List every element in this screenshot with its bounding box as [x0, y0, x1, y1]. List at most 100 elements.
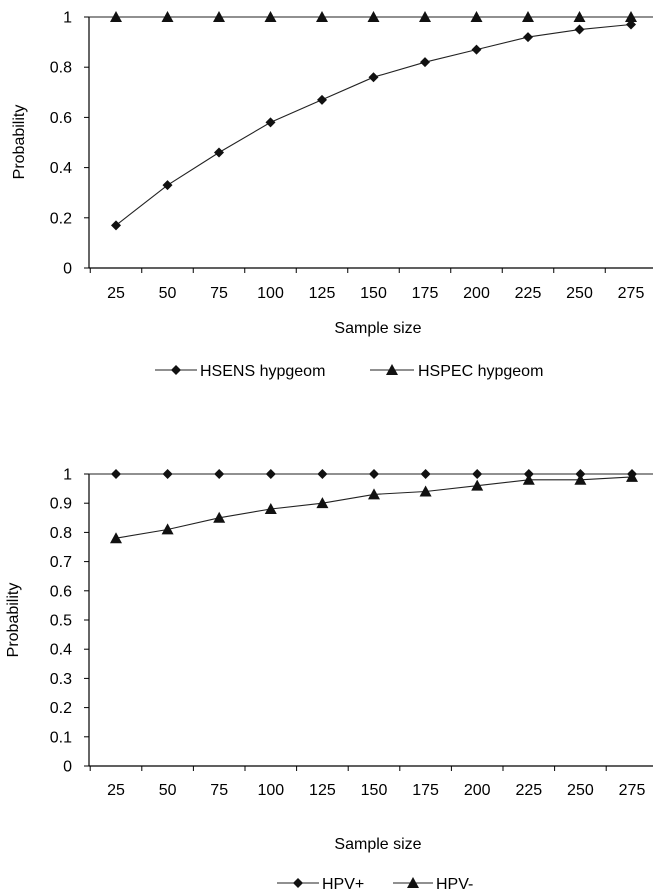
chart-1-x-tick-label: 100: [257, 285, 284, 302]
chart-1-series-2-point: [625, 10, 637, 22]
chart-1-series-1-point: [523, 32, 533, 43]
chart-1-series-1-point: [265, 117, 276, 128]
chart-1-legend: HSENS hypgeom HSPEC hypgeom: [155, 363, 543, 380]
chart-1-legend-label-1: HSENS hypgeom: [200, 363, 325, 380]
chart-2-x-axis-title: Sample size: [334, 836, 421, 853]
chart-2-x-tick-label: 275: [619, 782, 646, 799]
chart-2-x-tick-label: 175: [412, 782, 439, 799]
chart-1-y-tick-label: 1: [63, 10, 72, 27]
chart-1-legend-triangle-icon: [386, 364, 398, 375]
chart-1-series-1-point: [111, 220, 121, 231]
chart-2-legend-item-2: HPV-: [393, 876, 473, 893]
chart-1-x-ticks: 25 50 75 100 125 150 175 200 225 250 275: [89, 268, 645, 302]
chart-1-series-1-point: [214, 147, 224, 158]
chart-2-y-tick-label: 0.5: [50, 613, 72, 630]
chart-1-series-2: [89, 10, 653, 22]
chart-1-x-tick-label: 75: [210, 285, 228, 302]
chart-2-x-ticks: 25 50 75 100 125 150 175 200 225 250 275: [89, 766, 646, 799]
chart-2-legend-item-1: HPV+: [277, 876, 364, 893]
chart-2-series-2-point: [574, 473, 587, 485]
chart-2-series-2-point: [471, 479, 484, 491]
chart-2-x-tick-label: 50: [159, 782, 177, 799]
chart-1-x-tick-label: 125: [309, 285, 336, 302]
chart-1-series-2-point: [213, 10, 225, 22]
chart-1-x-tick-label: 225: [515, 285, 542, 302]
chart-1-y-tick-label: 0.8: [50, 60, 72, 77]
chart-2-series-1-point: [420, 469, 431, 479]
chart-2-legend-label-2: HPV-: [436, 876, 473, 893]
chart-2-series-1-point: [472, 469, 483, 479]
chart-1: 00.20.40.60.81 25 50 75 100 125 150 175 200 225 2…: [11, 10, 653, 380]
chart-1-series-2-point: [573, 10, 586, 22]
chart-2-series: [89, 469, 653, 544]
chart-2-series-2-point: [110, 532, 122, 544]
chart-1-y-tick-label: 0: [63, 261, 72, 278]
chart-2-series-2-point: [161, 523, 174, 535]
chart-1-series-1-point: [574, 24, 585, 35]
chart-2-series-2-point: [626, 470, 638, 482]
chart-1-series-2-point: [367, 10, 380, 22]
chart-2-series-1-point: [265, 469, 276, 479]
chart-2-y-tick-label: 0.4: [50, 642, 72, 659]
chart-2: 0 0.1 0.2 0.3 0.4 0.5 0.6 0.7 0.8 0.9 1 25 50 75 100 1…: [5, 467, 653, 893]
chart-2-series-1-point: [214, 469, 225, 479]
chart-2-y-axis-title: Probability: [5, 583, 22, 658]
chart-2-x-tick-label: 100: [257, 782, 284, 799]
chart-2-legend-triangle-icon: [407, 877, 419, 888]
chart-1-series-2-point: [419, 10, 431, 22]
chart-1-x-tick-label: 250: [566, 285, 593, 302]
chart-1-x-tick-label: 50: [159, 285, 177, 302]
chart-1-series-1-line: [115, 23, 632, 226]
chart-1-x-tick-label: 25: [107, 285, 125, 302]
chart-2-series-2-point: [522, 473, 535, 485]
chart-1-series-2-point: [316, 10, 328, 22]
chart-1-series: [89, 10, 653, 231]
chart-2-y-tick-label: 0.8: [50, 525, 72, 542]
chart-1-y-tick-label: 0.6: [50, 110, 72, 127]
chart-2-series-1: [89, 469, 653, 479]
chart-2-legend-diamond-icon: [293, 878, 303, 888]
chart-1-series-2-point: [264, 10, 277, 22]
chart-1-y-tick-label: 0.2: [50, 210, 72, 227]
chart-2-y-tick-label: 0: [63, 759, 72, 776]
chart-1-series-2-point: [110, 10, 122, 22]
chart-1-y-tick-label: 0.4: [50, 160, 72, 177]
chart-2-series-2-line: [115, 476, 633, 539]
chart-2-series-2-point: [264, 502, 277, 514]
chart-2-y-tick-label: 0.3: [50, 671, 72, 688]
chart-2-x-tick-label: 225: [515, 782, 542, 799]
chart-2-series-2: [110, 470, 638, 544]
chart-2-x-tick-label: 125: [309, 782, 336, 799]
chart-2-legend: HPV+ HPV-: [277, 876, 473, 893]
chart-1-series-1-point: [471, 44, 482, 55]
chart-1-x-tick-label: 200: [463, 285, 490, 302]
chart-2-y-tick-label: 0.7: [50, 554, 72, 571]
chart-2-x-tick-label: 150: [361, 782, 388, 799]
chart-1-legend-label-2: HSPEC hypgeom: [418, 363, 543, 380]
chart-1-x-tick-label: 175: [412, 285, 439, 302]
chart-2-y-tick-label: 0.9: [50, 496, 72, 513]
chart-2-series-1-point: [317, 469, 328, 479]
chart-1-legend-item-1: HSENS hypgeom: [155, 363, 325, 380]
chart-1-series-2-point: [470, 10, 483, 22]
chart-1-x-tick-label: 275: [618, 285, 645, 302]
chart-2-y-tick-label: 0.6: [50, 583, 72, 600]
chart-2-x-tick-label: 250: [567, 782, 594, 799]
chart-1-series-2-point: [522, 10, 534, 22]
chart-1-series-1-point: [420, 57, 430, 68]
chart-2-series-1-point: [111, 469, 121, 479]
chart-2-x-tick-label: 200: [464, 782, 491, 799]
chart-2-series-2-point: [213, 511, 226, 523]
chart-2-y-tick-label: 0.2: [50, 700, 72, 717]
chart-2-y-ticks: 0 0.1 0.2 0.3 0.4 0.5 0.6 0.7 0.8 0.9 1: [50, 467, 89, 776]
chart-2-series-1-point: [162, 469, 173, 479]
chart-1-x-tick-label: 150: [360, 285, 387, 302]
chart-2-series-1-point: [369, 469, 379, 479]
chart-1-legend-diamond-icon: [171, 365, 181, 375]
chart-2-legend-label-1: HPV+: [322, 876, 364, 893]
chart-2-series-2-point: [368, 488, 380, 500]
chart-2-series-2-point: [419, 485, 432, 497]
chart-1-series-1-point: [317, 94, 327, 105]
chart-1-series-2-point: [161, 10, 174, 22]
